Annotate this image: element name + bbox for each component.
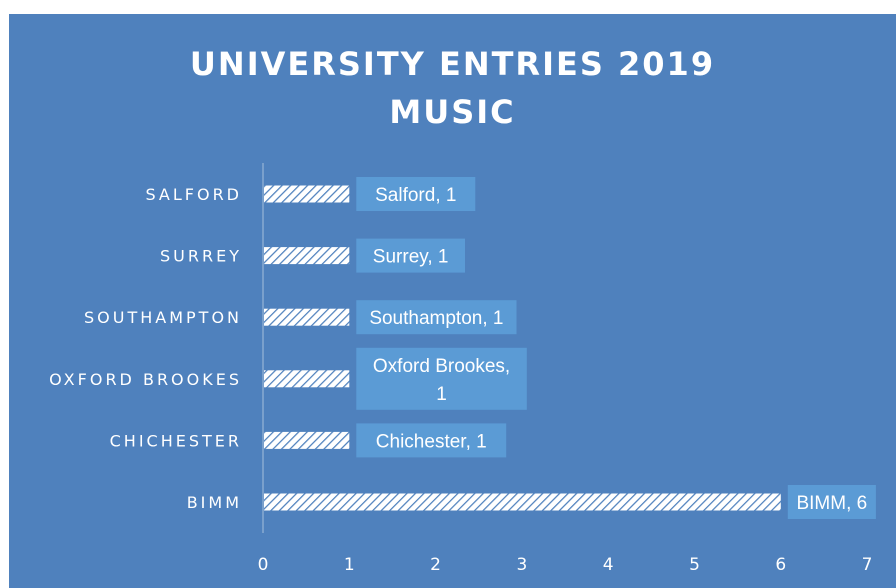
category-label: CHICHESTER	[110, 431, 242, 450]
chart-title-line-1: UNIVERSITY ENTRIES 2019	[189, 45, 716, 83]
data-label-box	[787, 485, 876, 519]
data-label-box	[356, 300, 517, 335]
data-label-box	[356, 177, 476, 211]
bar	[264, 185, 350, 203]
chart-title: UNIVERSITY ENTRIES 2019 MUSIC	[9, 40, 896, 136]
data-label: Chichester, 1	[376, 431, 487, 452]
x-tick-label: 2	[430, 555, 441, 575]
category-label: SOUTHAMPTON	[84, 308, 242, 327]
data-label: Surrey, 1	[373, 247, 449, 268]
bar	[264, 247, 350, 265]
data-label: Salford, 1	[375, 185, 456, 206]
x-tick-label: 5	[689, 555, 700, 575]
x-tick-label: 4	[603, 555, 614, 575]
x-tick-label: 6	[775, 555, 786, 575]
category-label: SURREY	[160, 247, 242, 266]
category-label: SALFORD	[145, 185, 242, 204]
chart-title-line-2: MUSIC	[389, 93, 516, 131]
data-label: BIMM, 6	[796, 493, 867, 514]
bar	[264, 493, 781, 511]
bar	[264, 431, 350, 449]
data-label: Southampton, 1	[369, 308, 503, 329]
data-label-box	[356, 423, 507, 458]
bar	[264, 370, 350, 388]
data-label: 1	[436, 384, 447, 405]
data-label-box	[356, 238, 465, 273]
category-label: OXFORD BROOKES	[49, 370, 242, 389]
x-tick-label: 0	[258, 555, 269, 575]
bar	[264, 308, 350, 326]
x-tick-label: 3	[516, 555, 527, 575]
category-label: BIMM	[187, 493, 242, 512]
data-label-box	[356, 347, 527, 410]
data-label: Oxford Brookes,	[373, 356, 510, 377]
x-tick-label: 7	[862, 555, 873, 575]
x-tick-label: 1	[344, 555, 355, 575]
